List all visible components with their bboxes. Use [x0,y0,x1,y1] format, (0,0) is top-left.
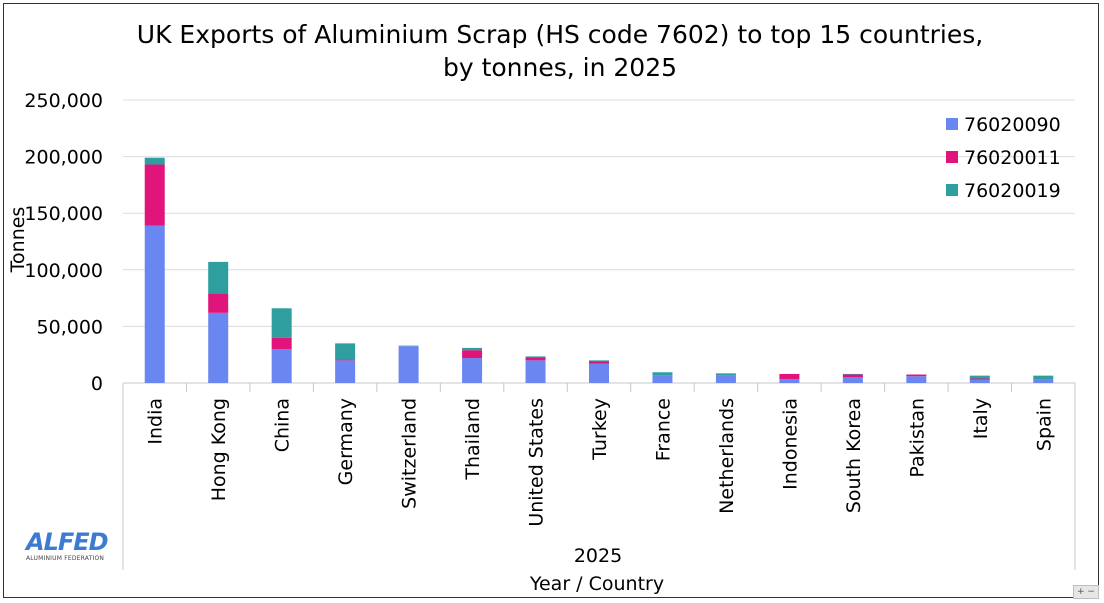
zoom-control-button[interactable]: + − [1073,585,1099,599]
bar-segment [462,358,483,383]
bar-segment [144,225,165,383]
bar-segment [779,373,800,380]
x-category-label: Switzerland [399,398,421,509]
bar-segment [271,308,292,338]
alfed-logo: ALFED ALUMINIUM FEDERATION [26,528,109,562]
bar-segment [652,375,673,383]
x-group-label: 2025 [574,545,622,567]
x-category-label: South Korea [843,398,865,513]
bar-segment [842,373,863,375]
y-tick-label: 0 [91,373,103,395]
bar-segment [906,376,927,383]
bar-segment [335,343,356,360]
x-category-label: Turkey [589,398,611,461]
bar-segment [525,360,546,383]
bar-segment [208,261,229,294]
logo-subtitle: ALUMINIUM FEDERATION [26,555,105,562]
y-tick-label: 200,000 [24,147,103,169]
x-category-label: Spain [1033,398,1055,451]
legend-swatch [946,184,958,196]
bar-segment [144,164,165,226]
bar-segment [271,337,292,350]
chart-title: UK Exports of Aluminium Scrap (HS code 7… [0,18,1104,84]
bar-segment [1033,375,1054,380]
bar-segment [208,312,229,383]
bar-segment [715,373,736,376]
bar-segment [842,377,863,383]
bar-segment [335,360,356,383]
legend-label: 76020011 [964,147,1061,169]
bar-segment [271,349,292,383]
x-category-label: United States [526,398,548,527]
logo-wordmark: ALFED [26,528,109,556]
bar-segment [335,359,356,361]
legend-swatch [946,118,958,130]
x-category-label: Thailand [462,398,484,481]
bar-segment [462,350,483,359]
x-category-label: Pakistan [906,398,928,478]
x-category-label: India [145,398,167,445]
chart-title-line-1: UK Exports of Aluminium Scrap (HS code 7… [136,20,984,49]
legend-label: 76020019 [964,180,1061,202]
x-category-label: China [272,398,294,452]
bar-segment [969,379,990,383]
bar-segment [652,372,673,376]
bar-segment [144,157,165,165]
bar-segment [525,357,546,361]
bar-segment [969,378,990,380]
bar-segment [589,361,609,364]
y-axis-title: Tonnes [7,207,29,274]
x-category-label: Germany [335,398,357,485]
y-tick-label: 250,000 [24,90,103,112]
x-category-label: Hong Kong [208,398,230,501]
bar-segment [462,347,483,351]
bar-segment [208,293,229,313]
bar-segment [779,379,800,383]
x-category-label: Indonesia [779,398,801,490]
chart-frame [3,3,1099,598]
bar-segment [1033,379,1054,383]
x-category-label: France [652,398,674,461]
bar-segment [589,363,609,383]
y-tick-label: 100,000 [24,260,103,282]
legend-swatch [946,151,958,163]
bar-segment [715,375,736,383]
y-tick-label: 150,000 [24,203,103,225]
bar-segment [842,374,863,378]
bar-segment [398,346,419,383]
bar-segment [969,375,990,379]
x-category-label: Italy [970,398,992,439]
bar-segment [525,356,546,358]
bar-segment [589,360,609,362]
x-axis-title: Year / Country [529,573,664,595]
y-tick-label: 50,000 [37,316,103,338]
chart-title-line-2: by tonnes, in 2025 [442,53,678,82]
bar-segment [906,374,927,377]
legend-label: 76020090 [964,114,1061,136]
bar-segment [398,345,419,347]
x-category-label: Netherlands [716,398,738,514]
